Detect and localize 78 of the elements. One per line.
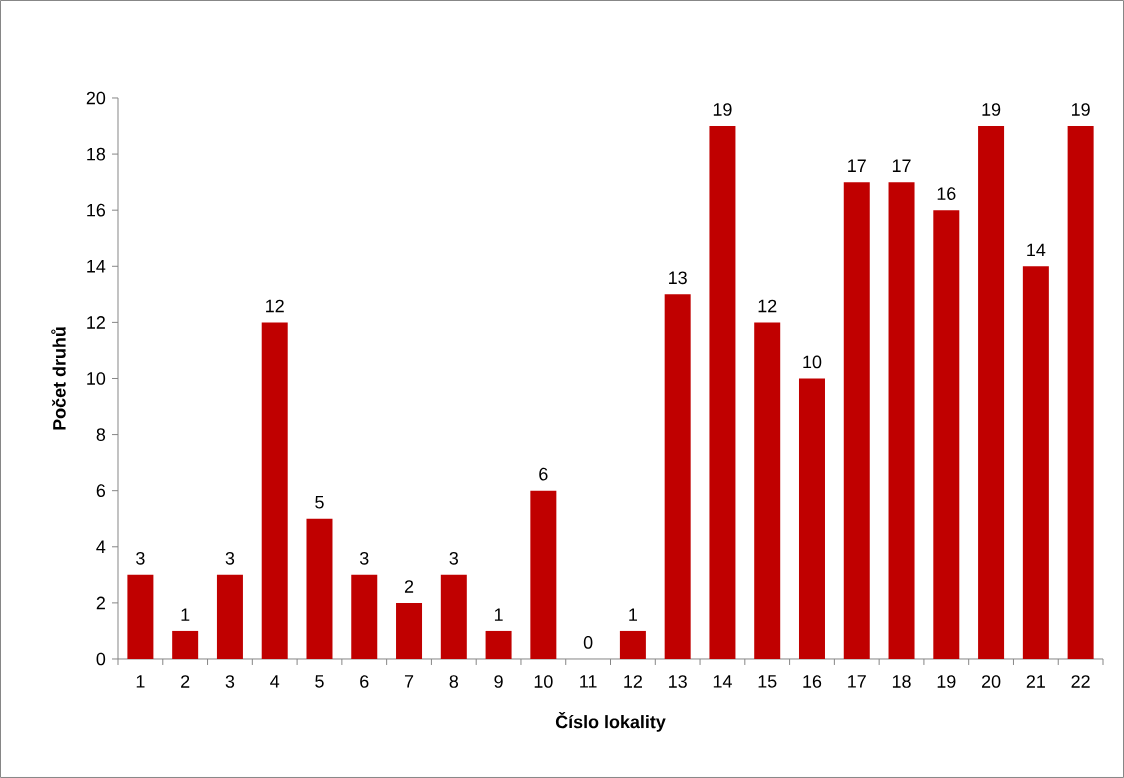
- bar: [664, 294, 691, 659]
- data-label: 3: [225, 551, 235, 565]
- data-label: 19: [1072, 103, 1090, 116]
- bar: [843, 182, 870, 659]
- data-label: 17: [848, 159, 866, 172]
- data-label: 12: [266, 299, 284, 313]
- x-tick-label: 1: [136, 675, 145, 688]
- x-tick-label: 6: [360, 675, 369, 688]
- bar: [261, 322, 288, 659]
- y-tick-label: 8: [96, 428, 106, 441]
- data-label: 5: [315, 496, 324, 509]
- bar: [351, 574, 378, 659]
- x-tick-label: 21: [1026, 675, 1045, 688]
- data-label: 0: [583, 636, 593, 649]
- y-tick-label: 0: [96, 652, 106, 666]
- bar: [396, 602, 423, 659]
- bar: [888, 182, 915, 659]
- x-tick-label: 4: [270, 675, 280, 688]
- x-tick-label: 9: [494, 675, 503, 688]
- y-tick-label: 4: [96, 540, 106, 553]
- bar: [1022, 266, 1049, 659]
- x-tick-label: 15: [758, 675, 777, 688]
- x-tick-label: 12: [624, 675, 642, 688]
- data-label: 19: [713, 103, 732, 116]
- x-tick-label: 14: [713, 675, 732, 688]
- data-label: 3: [449, 551, 459, 565]
- x-tick-label: 17: [848, 675, 866, 688]
- x-axis-title: Číslo lokality: [555, 712, 666, 732]
- data-label: 13: [669, 271, 687, 285]
- x-tick-label: 11: [580, 675, 597, 688]
- x-tick-label: 3: [225, 675, 235, 688]
- data-label: 1: [629, 608, 637, 621]
- data-label: 1: [181, 608, 190, 621]
- x-tick-label: 19: [937, 675, 956, 688]
- y-tick-label: 18: [87, 147, 106, 161]
- x-tick-label: 7: [404, 675, 414, 688]
- data-label: 3: [359, 551, 369, 565]
- bar: [709, 126, 736, 659]
- x-tick-label: 20: [982, 675, 1001, 688]
- data-label: 10: [803, 355, 822, 369]
- data-label: 3: [136, 551, 145, 565]
- bar: [978, 126, 1005, 659]
- x-tick-label: 10: [534, 675, 553, 688]
- bar: [530, 490, 557, 659]
- bar: [306, 518, 333, 659]
- x-tick-label: 13: [669, 675, 687, 688]
- bar: [440, 574, 467, 659]
- data-label: 19: [982, 103, 1001, 116]
- bar: [127, 574, 154, 659]
- x-tick-label: 16: [803, 675, 822, 688]
- data-label: 1: [494, 608, 503, 621]
- bar: [933, 210, 960, 659]
- bar: [1067, 126, 1094, 659]
- bar: [172, 630, 199, 659]
- data-label: 16: [937, 187, 956, 200]
- data-label: 14: [1027, 243, 1046, 257]
- bar: [754, 322, 781, 659]
- data-label: 2: [404, 580, 414, 593]
- data-label: 12: [758, 299, 777, 313]
- bar: [216, 574, 243, 659]
- x-tick-label: 8: [449, 675, 459, 688]
- y-tick-label: 10: [87, 372, 106, 385]
- x-tick-label: 18: [892, 675, 911, 688]
- bar: [798, 378, 825, 659]
- data-label: 6: [539, 467, 548, 481]
- y-tick-label: 20: [86, 91, 106, 105]
- bar: [485, 630, 512, 659]
- data-label: 17: [892, 159, 911, 172]
- x-tick-label: 2: [181, 675, 190, 688]
- x-tick-label: 22: [1071, 675, 1090, 688]
- y-axis-title: Počet druhů: [51, 327, 66, 430]
- y-tick-label: 14: [87, 260, 106, 273]
- bar: [619, 630, 646, 659]
- y-tick-label: 6: [96, 484, 106, 498]
- x-tick-label: 5: [315, 675, 324, 688]
- y-tick-label: 12: [87, 316, 105, 329]
- y-tick-label: 2: [96, 596, 105, 610]
- y-tick-label: 16: [87, 203, 106, 217]
